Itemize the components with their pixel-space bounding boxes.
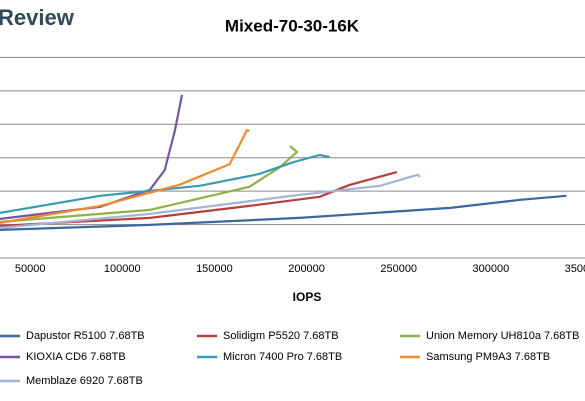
series-line	[0, 171, 398, 227]
x-tick-label: 200000	[288, 263, 325, 275]
legend: Dapustor R5100 7.68TB Solidigm P5520 7.68…	[0, 330, 579, 387]
legend-label: Union Memory UH810a 7.68TB	[426, 330, 579, 342]
legend-label: Samsung PM9A3 7.68TB	[426, 351, 550, 363]
series-line	[0, 153, 330, 214]
x-ticks: 50000 100000 150000 200000 250000 300000 35000…	[15, 263, 585, 275]
series-lines	[0, 94, 567, 231]
legend-label: Dapustor R5100 7.68TB	[26, 330, 145, 342]
legend-label: Micron 7400 Pro 7.68TB	[223, 351, 342, 363]
series-line	[0, 94, 184, 220]
legend-label: Memblaze 6920 7.68TB	[26, 375, 143, 387]
x-tick-label: 100000	[104, 263, 141, 275]
series-line	[0, 194, 567, 231]
legend-label: Solidigm P5520 7.68TB	[223, 330, 339, 342]
x-tick-label: 50000	[15, 263, 46, 275]
x-axis-title: IOPS	[293, 290, 322, 304]
x-tick-label: 300000	[472, 263, 509, 275]
x-tick-label: 150000	[196, 263, 233, 275]
x-tick-label: 250000	[380, 263, 417, 275]
brand-logo: Review	[0, 5, 75, 30]
series-line	[0, 173, 421, 229]
series-line	[0, 128, 250, 224]
x-tick-label: 350000	[565, 263, 585, 275]
chart-title: Mixed-70-30-16K	[225, 16, 360, 35]
plot-area	[0, 56, 585, 259]
legend-label: KIOXIA CD6 7.68TB	[26, 351, 126, 363]
series-line	[0, 145, 299, 223]
